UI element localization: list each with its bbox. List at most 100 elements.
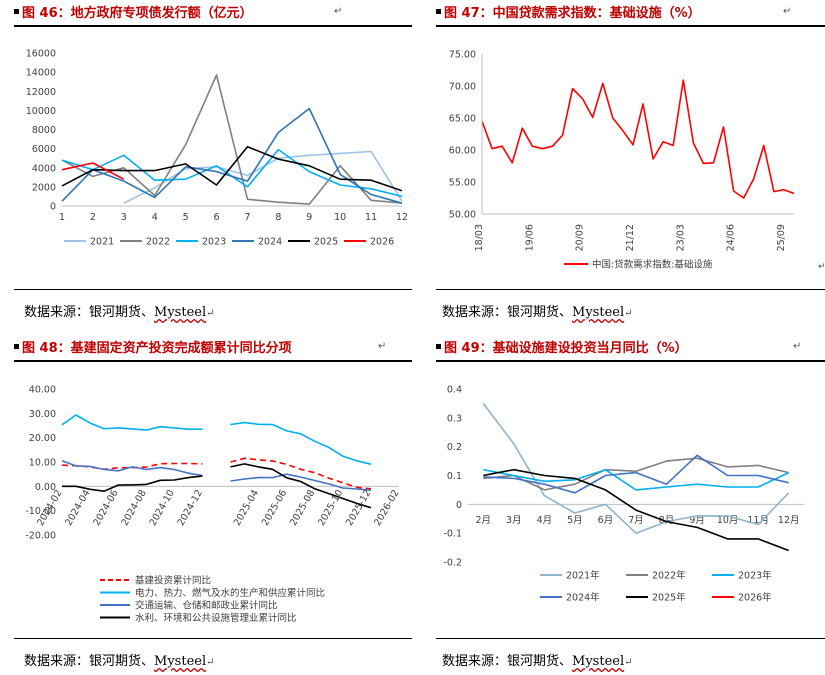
series-line xyxy=(481,79,795,199)
y-tick-label: 0.00 xyxy=(35,482,56,493)
y-tick-label: -0.2 xyxy=(443,558,462,569)
bullet-square-icon xyxy=(14,9,19,14)
return-mark-icon: ↵ xyxy=(818,262,825,272)
data-source: 数据来源：银河期货、Mysteel↵ xyxy=(442,654,633,669)
title-rule xyxy=(436,25,825,27)
x-tick-label: 2025-08 xyxy=(288,488,317,528)
series-line xyxy=(123,150,403,204)
y-tick-label: 65.00 xyxy=(449,114,476,125)
chart-48: -20.00 -10.00 0.00 10.00 20.00 30.00 40.00 2024… xyxy=(25,385,401,625)
return-mark-icon: ↵ xyxy=(334,6,343,17)
x-tick-label: 2024-08 xyxy=(119,488,148,528)
legend-label: 2026年 xyxy=(738,592,772,604)
title-rule xyxy=(14,25,412,27)
x-tick-label: 8 xyxy=(275,212,281,223)
y-tick-label: -20.00 xyxy=(25,531,56,542)
x-tick-label: 2024-06 xyxy=(91,488,120,528)
y-tick-label: 40.00 xyxy=(29,385,56,396)
x-tick-label: 7月 xyxy=(628,515,644,526)
x-tick-label: 21/12 xyxy=(625,224,636,251)
x-tick-label: 12月 xyxy=(778,515,800,526)
y-tick-label: 12000 xyxy=(26,87,56,98)
y-tick-label: 55.00 xyxy=(449,178,476,189)
bullet-square-icon xyxy=(436,9,441,14)
x-tick-label: 5月 xyxy=(567,515,583,526)
y-tick-label: 0.3 xyxy=(447,413,462,424)
x-tick-label: 2024-04 xyxy=(63,488,92,528)
legend-label: 2024 xyxy=(258,237,282,248)
legend-label: 2024年 xyxy=(566,592,600,604)
x-tick-label: 8月 xyxy=(659,515,675,526)
legend-label: 水利、环境和公共设施管理业累计同比 xyxy=(135,612,297,624)
series-line xyxy=(483,454,789,494)
y-tick-label: 8000 xyxy=(32,125,56,136)
series-line xyxy=(483,468,789,552)
x-tick-label: 4 xyxy=(152,212,158,223)
x-tick-label: 3月 xyxy=(506,515,522,526)
return-mark-icon: ↵ xyxy=(793,341,802,352)
y-tick-label: 16000 xyxy=(26,49,56,60)
series-line xyxy=(62,415,399,464)
x-tick-label: 11月 xyxy=(747,515,769,526)
legend-label: 2025 xyxy=(314,237,338,248)
bullet-square-icon xyxy=(436,344,441,349)
y-tick-label: 0.1 xyxy=(447,471,462,482)
data-source: 数据来源：银河期货、Mysteel↵ xyxy=(442,305,633,320)
panel-47: 图 47：中国贷款需求指数：基础设施（%） ↵ 50.00 55.00 60.00 6… xyxy=(436,3,825,328)
y-tick-label: -0.1 xyxy=(443,529,462,540)
x-tick-label: 20/09 xyxy=(575,224,586,251)
x-tick-label: 2025-04 xyxy=(232,488,261,528)
x-tick-label: 2025-06 xyxy=(260,488,289,528)
x-tick-label: 2026-02 xyxy=(372,488,401,528)
x-tick-label: 2月 xyxy=(475,515,491,526)
y-tick-label: 6000 xyxy=(32,144,56,155)
x-tick-label: 5 xyxy=(183,212,189,223)
x-tick-label: 3 xyxy=(121,212,127,223)
series-line xyxy=(61,145,403,192)
y-tick-label: 2000 xyxy=(32,182,56,193)
legend-label: 2021年 xyxy=(566,570,600,582)
y-tick-label: 14000 xyxy=(26,68,56,79)
x-tick-label: 25/09 xyxy=(776,224,787,251)
y-tick-label: 70.00 xyxy=(449,82,476,93)
return-mark-icon: ↵ xyxy=(783,6,792,17)
bottom-rule xyxy=(436,638,825,639)
x-tick-label: 6 xyxy=(214,212,220,223)
y-tick-label: 0.4 xyxy=(447,385,462,396)
x-tick-label: 18/03 xyxy=(474,224,485,251)
chart-49: -0.2 -0.1 0 0.1 0.2 0.3 0.4 2月 3月 4月 5月 6月 7月 8月 9月 10月… xyxy=(443,385,804,604)
x-tick-label: 23/03 xyxy=(675,224,686,251)
bullet-square-icon xyxy=(14,344,19,349)
y-tick-label: 50.00 xyxy=(449,210,476,221)
x-tick-label: 6月 xyxy=(598,515,614,526)
x-tick-label: 2024-12 xyxy=(176,488,205,528)
x-tick-label: 24/06 xyxy=(726,224,737,251)
legend-label: 基建投资累计同比 xyxy=(135,575,211,587)
y-tick-label: 10000 xyxy=(26,106,56,117)
series-line xyxy=(483,468,790,491)
x-tick-label: 10 xyxy=(334,212,346,223)
x-tick-label: 12 xyxy=(396,212,408,223)
x-tick-label: 7 xyxy=(244,212,250,223)
x-tick-label: 19/06 xyxy=(524,224,535,251)
series-line xyxy=(62,461,399,490)
y-tick-label: 0 xyxy=(456,500,462,511)
y-tick-label: 0.2 xyxy=(447,442,462,453)
series-line xyxy=(482,402,790,534)
legend-label: 2023年 xyxy=(738,570,772,582)
legend-label: 电力、热力、燃气及水的生产和供应累计同比 xyxy=(135,587,325,599)
series-line xyxy=(483,457,789,491)
title-rule xyxy=(14,360,412,362)
panel-title: 图 49：基础设施建设投资当月同比（%） xyxy=(436,338,688,360)
y-tick-label: 20.00 xyxy=(29,433,56,444)
data-source: 数据来源：银河期货、Mysteel↵ xyxy=(24,305,215,320)
y-tick-label: 10.00 xyxy=(29,458,56,469)
panel-46: 图 46：地方政府专项债发行额（亿元） ↵ 0 2000 4000 6000 8000 1… xyxy=(14,3,412,328)
legend-label: 中国:贷款需求指数:基础设施 xyxy=(592,259,713,271)
chart-47: 50.00 55.00 60.00 65.00 70.00 75.00 18/03 19/06… xyxy=(449,50,825,273)
y-tick-label: 4000 xyxy=(32,163,56,174)
x-tick-label: 10月 xyxy=(717,515,739,526)
x-tick-label: 2 xyxy=(90,212,96,223)
title-rule xyxy=(436,360,825,362)
